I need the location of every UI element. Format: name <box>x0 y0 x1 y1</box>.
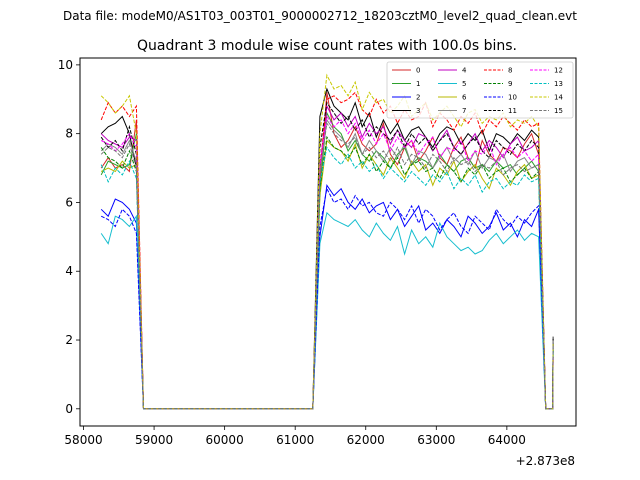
legend-label-7: 7 <box>462 107 466 115</box>
legend-label-5: 5 <box>462 80 466 88</box>
y-tick-label: 0 <box>65 402 73 416</box>
legend-label-0: 0 <box>416 67 420 75</box>
axes-frame <box>79 57 577 427</box>
legend-box <box>386 61 574 119</box>
series-line-15 <box>100 121 554 410</box>
legend-label-6: 6 <box>462 94 467 102</box>
chart-title: Quadrant 3 module wise count rates with … <box>137 38 517 54</box>
legend-label-3: 3 <box>416 107 420 115</box>
series-line-14 <box>100 73 554 410</box>
y-tick-label: 8 <box>65 127 73 141</box>
x-tick-label: 64000 <box>488 433 526 447</box>
x-tick-label: 62000 <box>347 433 385 447</box>
y-tick-label: 2 <box>65 333 73 347</box>
plot-area: 58000 59000 60000 61000 62000 63000 64000 0 2 4 6 8… <box>58 57 577 447</box>
legend-label-15: 15 <box>554 107 563 115</box>
x-tick-label: 59000 <box>135 433 173 447</box>
x-tick-label: 58000 <box>64 433 102 447</box>
y-tick-label: 4 <box>65 264 73 278</box>
legend-label-11: 11 <box>508 107 517 115</box>
figure-suptitle: Data file: modeM0/AS1T03_003T01_90000027… <box>63 9 577 23</box>
legend-label-8: 8 <box>508 67 512 75</box>
legend-label-4: 4 <box>462 67 467 75</box>
legend-label-13: 13 <box>554 80 563 88</box>
x-tick-label: 61000 <box>276 433 314 447</box>
series-group <box>100 73 554 410</box>
series-line-10 <box>100 187 554 410</box>
legend-label-12: 12 <box>554 67 563 75</box>
legend-label-1: 1 <box>416 80 420 88</box>
y-tick-label: 6 <box>65 195 73 209</box>
legend-label-10: 10 <box>508 94 517 102</box>
y-tick-label: 10 <box>58 58 73 72</box>
legend-label-2: 2 <box>416 94 420 102</box>
legend-label-14: 14 <box>554 94 563 102</box>
x-tick-label: 63000 <box>417 433 455 447</box>
legend-label-9: 9 <box>508 80 512 88</box>
x-axis-offset-label: +2.873e8 <box>516 454 575 468</box>
x-tick-label: 60000 <box>206 433 244 447</box>
